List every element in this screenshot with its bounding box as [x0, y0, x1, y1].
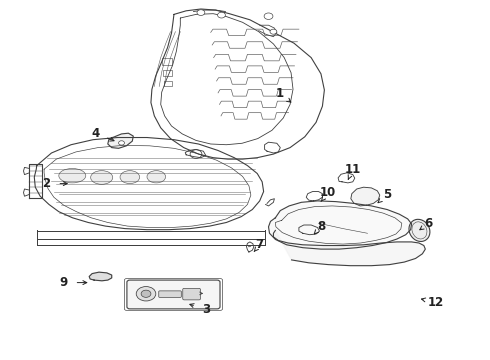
- Text: 1: 1: [275, 87, 283, 100]
- Text: 5: 5: [383, 188, 391, 201]
- Text: 4: 4: [92, 127, 99, 140]
- Text: 9: 9: [60, 276, 68, 289]
- Polygon shape: [89, 272, 112, 281]
- Circle shape: [190, 150, 202, 158]
- Circle shape: [270, 29, 277, 34]
- Text: 8: 8: [317, 220, 325, 233]
- Polygon shape: [269, 201, 412, 249]
- Circle shape: [197, 10, 205, 15]
- Ellipse shape: [147, 171, 166, 183]
- FancyBboxPatch shape: [162, 58, 172, 65]
- Ellipse shape: [91, 171, 113, 184]
- Circle shape: [136, 287, 156, 301]
- Text: 6: 6: [425, 217, 433, 230]
- Circle shape: [119, 141, 124, 145]
- Ellipse shape: [409, 219, 430, 242]
- FancyBboxPatch shape: [163, 70, 172, 76]
- Circle shape: [141, 290, 151, 297]
- Text: 2: 2: [43, 177, 50, 190]
- Ellipse shape: [120, 171, 140, 184]
- Circle shape: [264, 13, 273, 19]
- Polygon shape: [351, 187, 380, 206]
- Text: 7: 7: [256, 238, 264, 251]
- Polygon shape: [273, 230, 425, 266]
- Ellipse shape: [59, 168, 86, 183]
- Text: 12: 12: [428, 296, 444, 309]
- Circle shape: [218, 12, 225, 18]
- Text: 3: 3: [202, 303, 210, 316]
- FancyBboxPatch shape: [127, 280, 220, 309]
- Text: 10: 10: [320, 186, 337, 199]
- Polygon shape: [108, 133, 133, 148]
- FancyBboxPatch shape: [159, 291, 181, 297]
- Text: 11: 11: [344, 163, 361, 176]
- FancyBboxPatch shape: [183, 288, 200, 300]
- FancyBboxPatch shape: [164, 81, 172, 86]
